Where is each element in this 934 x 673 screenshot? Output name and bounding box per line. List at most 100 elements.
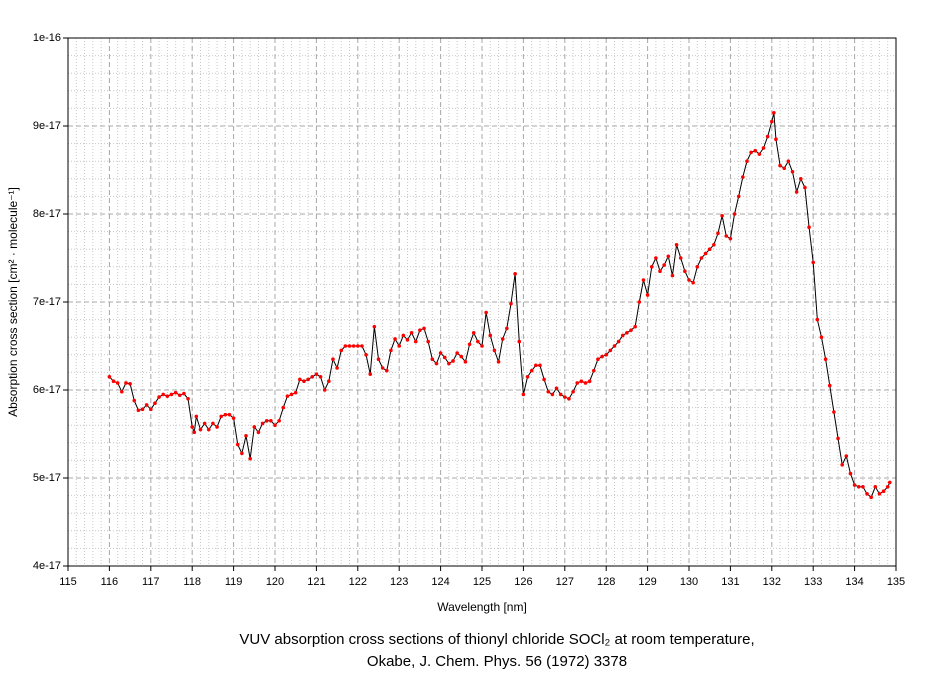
chart-title: VUV absorption cross sections of thionyl…	[239, 631, 754, 648]
data-point	[401, 333, 406, 338]
data-point	[289, 392, 294, 397]
x-tick-label: 125	[473, 576, 491, 588]
data-point	[832, 410, 836, 414]
data-point	[384, 368, 389, 373]
data-point	[745, 159, 749, 163]
data-point	[393, 337, 397, 341]
data-point	[240, 451, 244, 456]
data-point	[500, 337, 505, 341]
data-point	[339, 348, 344, 353]
data-point	[177, 393, 182, 398]
data-point	[848, 471, 853, 476]
data-point	[223, 412, 228, 417]
data-point	[865, 492, 869, 496]
data-point	[819, 335, 824, 340]
y-tick-label: 9e-17	[33, 120, 61, 132]
data-point	[546, 389, 551, 394]
data-point	[770, 119, 774, 124]
data-point	[368, 372, 373, 376]
chart-subtitle: Okabe, J. Chem. Phys. 56 (1972) 3378	[367, 653, 627, 670]
x-tick-label: 130	[680, 576, 698, 588]
data-point	[798, 177, 803, 181]
y-axis-label: Absorption cross section [cm² · molecule…	[6, 187, 20, 417]
data-point	[231, 416, 236, 420]
data-point	[335, 366, 339, 370]
data-point	[869, 495, 873, 500]
data-point	[206, 427, 211, 432]
data-point	[525, 375, 530, 379]
data-point	[811, 260, 815, 265]
y-tick-label: 4e-17	[33, 560, 61, 572]
data-point	[823, 357, 828, 362]
data-point	[885, 485, 890, 489]
data-point	[666, 254, 671, 259]
data-point	[426, 339, 430, 344]
data-line	[109, 112, 891, 499]
data-point	[459, 354, 464, 359]
data-point	[674, 243, 679, 247]
data-point	[741, 175, 745, 179]
data-point	[861, 485, 865, 489]
data-point	[476, 339, 480, 344]
data-point	[803, 185, 807, 190]
data-point	[807, 225, 811, 229]
data-point	[492, 348, 497, 353]
data-point	[192, 430, 197, 435]
data-point	[327, 379, 331, 384]
y-tick-label: 8e-17	[33, 208, 61, 220]
data-point	[376, 357, 381, 362]
y-tick-label: 5e-17	[33, 472, 61, 484]
data-point	[658, 269, 662, 274]
data-point	[517, 339, 522, 344]
data-point	[645, 293, 650, 297]
data-point	[649, 265, 654, 269]
data-point	[157, 395, 161, 399]
data-point	[264, 419, 269, 423]
data-point	[124, 381, 128, 385]
data-point	[273, 423, 277, 428]
plot-frame	[67, 37, 897, 567]
data-point	[173, 390, 178, 395]
data-point	[306, 377, 310, 382]
data-point	[467, 342, 472, 347]
data-point	[244, 433, 248, 438]
data-point	[140, 407, 145, 412]
data-point	[716, 231, 720, 236]
data-point	[840, 463, 844, 467]
x-tick-label: 115	[59, 576, 77, 588]
data-point	[529, 368, 534, 373]
data-point	[256, 430, 261, 435]
data-point	[136, 408, 141, 413]
data-point	[513, 272, 517, 276]
data-point	[765, 134, 770, 139]
data-point	[724, 234, 729, 238]
data-point	[620, 333, 625, 338]
data-point	[774, 137, 778, 141]
data-point	[732, 212, 737, 216]
x-tick-label: 128	[597, 576, 615, 588]
data-point	[132, 398, 137, 403]
data-point	[720, 213, 724, 218]
data-point	[691, 280, 695, 285]
data-point	[616, 339, 621, 344]
data-point	[778, 163, 782, 168]
data-point	[351, 344, 356, 348]
data-point	[310, 375, 315, 379]
data-point	[790, 169, 795, 174]
data-point	[563, 395, 567, 399]
data-point	[641, 278, 646, 282]
data-point	[356, 344, 360, 348]
data-point	[794, 190, 799, 194]
data-point	[505, 326, 509, 331]
data-point	[202, 421, 207, 426]
data-point	[604, 353, 608, 357]
data-point	[331, 357, 335, 362]
data-point	[169, 392, 174, 397]
data-point	[422, 326, 426, 331]
x-tick-label: 132	[763, 576, 781, 588]
data-point	[571, 389, 575, 394]
x-tick-label: 116	[101, 576, 119, 588]
data-point	[322, 388, 327, 392]
data-point	[612, 344, 617, 348]
data-point	[182, 391, 186, 396]
